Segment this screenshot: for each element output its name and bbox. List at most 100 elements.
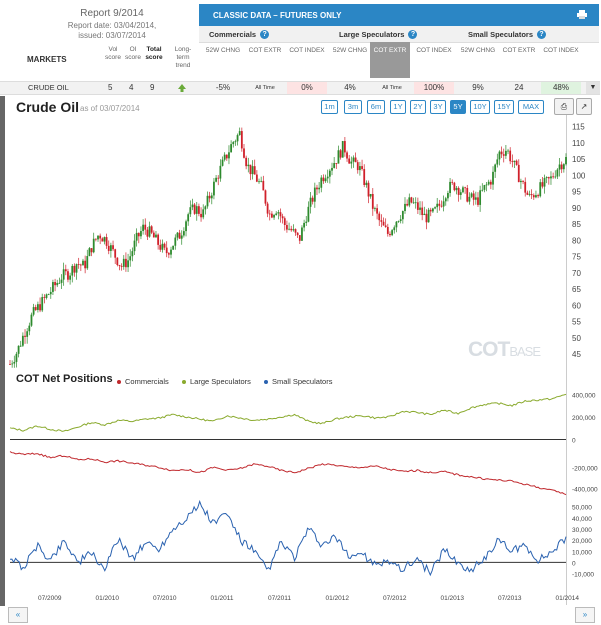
candle-body: [90, 248, 93, 253]
candle-body: [552, 176, 555, 178]
candle-body: [333, 163, 336, 168]
candle-body: [228, 152, 230, 159]
candle-body: [339, 150, 342, 158]
cot-tick-label: 20,000: [572, 538, 592, 545]
candle-body: [489, 181, 492, 185]
candle-body: [240, 131, 243, 149]
candle-body: [328, 170, 331, 177]
scroll-left-button[interactable]: «: [8, 607, 28, 623]
range-2y-button[interactable]: 2Y: [410, 100, 426, 114]
axis-divider: [566, 115, 567, 605]
comm-index-header[interactable]: COT INDEX: [289, 47, 325, 54]
small-index-header[interactable]: COT INDEX: [543, 47, 579, 54]
comm-chng-header[interactable]: 52W CHNG: [205, 47, 241, 54]
large-extr-header[interactable]: COT EXTR: [370, 42, 410, 78]
candle-body: [412, 202, 415, 204]
candle-body: [86, 256, 89, 269]
candle-body: [283, 218, 286, 225]
group-small-speculators[interactable]: Small Speculators?: [468, 30, 547, 39]
candle-body: [494, 164, 497, 172]
candle-body: [436, 203, 439, 208]
range-15y-button[interactable]: 15Y: [494, 100, 514, 114]
range-1y-button[interactable]: 1Y: [390, 100, 406, 114]
small-extr-header[interactable]: COT EXTR: [502, 47, 536, 54]
candle-body: [294, 229, 297, 233]
candle-body: [485, 184, 488, 186]
candle-body: [498, 151, 501, 160]
help-icon[interactable]: ?: [260, 30, 270, 39]
chart-print-icon[interactable]: ⎙: [554, 98, 574, 115]
candle-body: [21, 335, 24, 346]
market-row-crude-oil[interactable]: CRUDE OIL 5 4 9 -5% All Time 0% 4% All T…: [0, 81, 600, 95]
candle-body: [107, 245, 110, 251]
candle-body: [223, 154, 226, 160]
candle-body: [301, 227, 303, 241]
candle-body: [43, 297, 46, 298]
cot-tick-label: 400,000: [572, 392, 596, 399]
up-arrow-icon: [178, 84, 186, 92]
print-icon[interactable]: [577, 10, 587, 19]
candle-body: [262, 180, 265, 191]
candle-body: [180, 235, 183, 239]
candle-body: [135, 232, 138, 241]
candle-body: [47, 294, 50, 296]
price-tick-label: 60: [572, 301, 581, 310]
candle-body: [58, 282, 61, 284]
range-1m-button[interactable]: 1m: [321, 100, 338, 114]
help-icon[interactable]: ?: [408, 30, 418, 39]
range-max-button[interactable]: MAX: [518, 100, 544, 114]
candle-body: [438, 203, 441, 206]
candle-body: [522, 180, 524, 182]
candle-body: [225, 154, 228, 159]
price-tick-label: 50: [572, 334, 581, 343]
market-name[interactable]: CRUDE OIL: [28, 83, 69, 92]
candle-body: [41, 297, 44, 311]
small-chng-header[interactable]: 52W CHNG: [460, 47, 496, 54]
candle-body: [219, 165, 222, 179]
legend-small-speculators[interactable]: Small Speculators: [264, 377, 332, 386]
candle-body: [127, 260, 129, 268]
range-3m-button[interactable]: 3m: [344, 100, 362, 114]
cot-tick-label: -400,000: [572, 487, 598, 494]
candle-body: [380, 220, 383, 222]
candle-body: [303, 222, 306, 228]
group-large-speculators[interactable]: Large Speculators?: [339, 30, 418, 39]
candle-body: [71, 265, 74, 276]
group-commercials[interactable]: Commercials?: [209, 30, 270, 39]
candle-body: [532, 195, 535, 198]
chart-as-of: as of 03/07/2014: [80, 104, 140, 113]
range-3y-button[interactable]: 3Y: [430, 100, 446, 114]
range-10y-button[interactable]: 10Y: [470, 100, 490, 114]
candle-body: [165, 247, 168, 254]
legend-large-speculators[interactable]: Large Speculators: [182, 377, 251, 386]
candle-body: [504, 150, 507, 156]
range-6m-button[interactable]: 6m: [367, 100, 385, 114]
scroll-right-button[interactable]: »: [575, 607, 595, 623]
range-5y-button[interactable]: 5Y: [450, 100, 466, 114]
help-icon[interactable]: ?: [537, 30, 547, 39]
candle-body: [84, 260, 87, 269]
candle-body: [13, 361, 16, 364]
candle-body: [550, 176, 552, 179]
candle-body: [408, 197, 411, 206]
candle-body: [34, 307, 37, 310]
candle-body: [397, 221, 400, 222]
large-chng-header[interactable]: 52W CHNG: [332, 47, 368, 54]
candle-body: [429, 209, 432, 212]
candle-body: [492, 171, 494, 185]
large-index: 100%: [423, 83, 445, 92]
candle-body: [54, 282, 56, 286]
candle-body: [440, 205, 443, 207]
chart-expand-icon[interactable]: ↗: [576, 98, 592, 115]
candle-body: [163, 243, 166, 248]
legend-commercials[interactable]: Commercials: [117, 377, 169, 386]
candle-body: [67, 271, 69, 280]
comm-extr-header[interactable]: COT EXTR: [248, 47, 282, 54]
classic-data-header: CLASSIC DATA – FUTURES ONLY: [199, 4, 599, 26]
candle-body: [401, 211, 404, 220]
expand-row-icon[interactable]: ▼: [586, 82, 600, 94]
candle-body: [232, 142, 235, 145]
candle-body: [19, 345, 22, 347]
vol-score: 5: [108, 83, 113, 92]
large-index-header[interactable]: COT INDEX: [416, 47, 452, 54]
